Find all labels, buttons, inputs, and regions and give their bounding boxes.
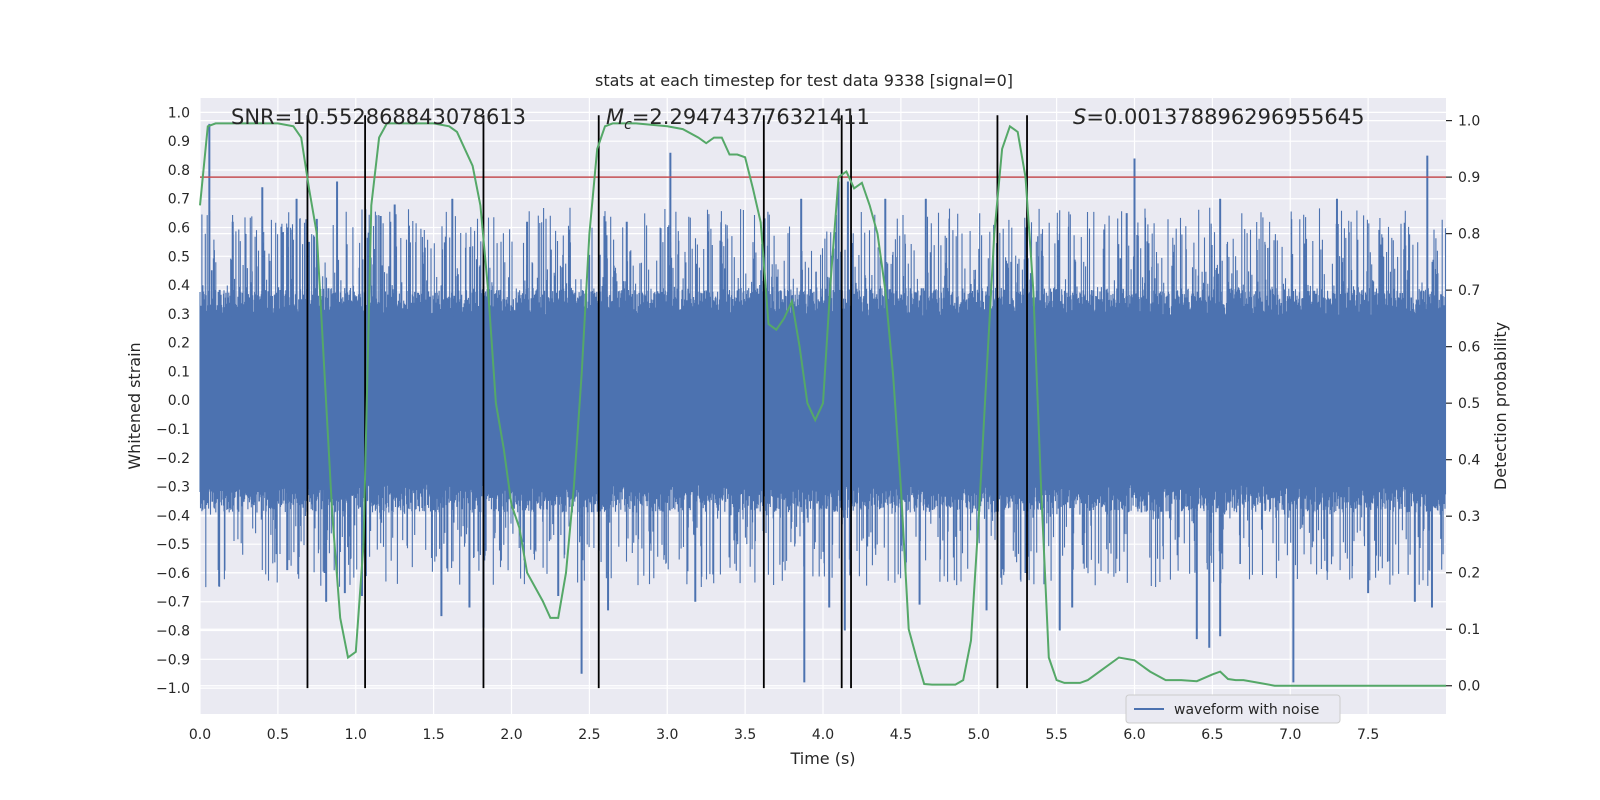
annotation-s-symbol: S xyxy=(1073,105,1086,129)
y2-tick-label-6: 0.6 xyxy=(1458,340,1480,356)
annotation-s-value: =0.001378896296955645 xyxy=(1086,105,1364,129)
chart-title: stats at each timestep for test data 933… xyxy=(595,71,1013,90)
y-tick-label-6: −0.4 xyxy=(156,508,190,524)
y2-tick-label-9: 0.9 xyxy=(1458,170,1480,186)
y2-tick-label-2: 0.2 xyxy=(1458,566,1480,582)
x-tick-label-10: 5.0 xyxy=(968,727,990,743)
x-tick-label-7: 3.5 xyxy=(734,727,756,743)
y-tick-label-17: 0.7 xyxy=(168,192,190,208)
legend: waveform with noise xyxy=(1125,694,1341,724)
y-tick-label-9: −0.1 xyxy=(156,422,190,438)
x-tick-label-12: 6.0 xyxy=(1123,727,1145,743)
detection-probability-series xyxy=(199,122,1446,687)
y2-tick-label-7: 0.7 xyxy=(1458,283,1480,299)
y-tick-label-2: −0.8 xyxy=(156,624,190,640)
y-tick-label-12: 0.2 xyxy=(168,336,190,352)
annotation-mc-value: =2.294743776321411 xyxy=(632,105,870,129)
x-tick-label-15: 7.5 xyxy=(1357,727,1379,743)
y-tick-label-11: 0.1 xyxy=(168,364,190,380)
x-tick-label-5: 2.5 xyxy=(578,727,600,743)
y2-axis-label: Detection probability xyxy=(1491,322,1510,490)
y2-axis-ticks: 0.0 0.1 0.2 0.3 0.4 0.5 0.6 0.7 0.8 0.9 1.0 xyxy=(1446,114,1480,695)
annotation-mc-sub: c xyxy=(624,117,632,133)
y-tick-label-3: −0.7 xyxy=(156,595,190,611)
detection-probability-line xyxy=(199,122,1446,687)
x-axis-ticks: 0.0 0.5 1.0 1.5 2.0 2.5 3.0 3.5 4.0 4.5 5.0 5.5 6.0 6… xyxy=(189,727,1379,743)
y-tick-label-0: −1.0 xyxy=(156,681,190,697)
y2-tick-label-10: 1.0 xyxy=(1458,114,1480,130)
legend-box xyxy=(1125,694,1341,724)
y2-tick-label-1: 0.1 xyxy=(1458,622,1480,638)
y-axis-label: Whitened strain xyxy=(125,342,144,469)
x-tick-label-1: 0.5 xyxy=(267,727,289,743)
y-tick-label-13: 0.3 xyxy=(168,307,190,323)
y-axis-ticks: −1.0 −0.9 −0.8 −0.7 −0.6 −0.5 −0.4 −0.3 −0.2 −0.1… xyxy=(156,105,190,697)
annotation-snr: SNR=10.552868843078613 xyxy=(231,105,526,129)
y-tick-label-14: 0.4 xyxy=(168,278,190,294)
y2-tick-label-4: 0.4 xyxy=(1458,453,1480,469)
y-tick-label-8: −0.2 xyxy=(156,451,190,467)
y-tick-label-7: −0.3 xyxy=(156,480,190,496)
y-tick-label-15: 0.5 xyxy=(168,249,190,265)
boundary-markers xyxy=(306,115,1028,689)
y2-tick-label-0: 0.0 xyxy=(1458,679,1480,695)
x-tick-label-6: 3.0 xyxy=(656,727,678,743)
y-tick-label-10: 0.0 xyxy=(168,393,190,409)
x-tick-label-13: 6.5 xyxy=(1201,727,1223,743)
y-tick-label-16: 0.6 xyxy=(168,221,190,237)
y-tick-label-4: −0.6 xyxy=(156,566,190,582)
x-tick-label-11: 5.5 xyxy=(1045,727,1067,743)
x-tick-label-8: 4.0 xyxy=(812,727,834,743)
annotation-mc-symbol: M xyxy=(606,105,624,129)
y-tick-label-18: 0.8 xyxy=(168,163,190,179)
y2-tick-label-5: 0.5 xyxy=(1458,396,1480,412)
x-tick-label-0: 0.0 xyxy=(189,727,211,743)
y-tick-label-5: −0.5 xyxy=(156,537,190,553)
legend-entry-waveform: waveform with noise xyxy=(1174,702,1319,718)
x-axis-label: Time (s) xyxy=(789,749,855,768)
y-tick-label-1: −0.9 xyxy=(156,652,190,668)
x-tick-label-3: 1.5 xyxy=(422,727,444,743)
x-tick-label-2: 1.0 xyxy=(345,727,367,743)
x-tick-label-14: 7.0 xyxy=(1279,727,1301,743)
x-tick-label-9: 4.5 xyxy=(890,727,912,743)
y-tick-label-20: 1.0 xyxy=(168,105,190,121)
y2-tick-label-3: 0.3 xyxy=(1458,509,1480,525)
y-tick-label-19: 0.9 xyxy=(168,134,190,150)
y2-tick-label-8: 0.8 xyxy=(1458,227,1480,243)
x-tick-label-4: 2.0 xyxy=(500,727,522,743)
annotation-mc: Mc=2.294743776321411 xyxy=(606,105,870,133)
annotation-s: S=0.001378896296955645 xyxy=(1073,105,1364,129)
